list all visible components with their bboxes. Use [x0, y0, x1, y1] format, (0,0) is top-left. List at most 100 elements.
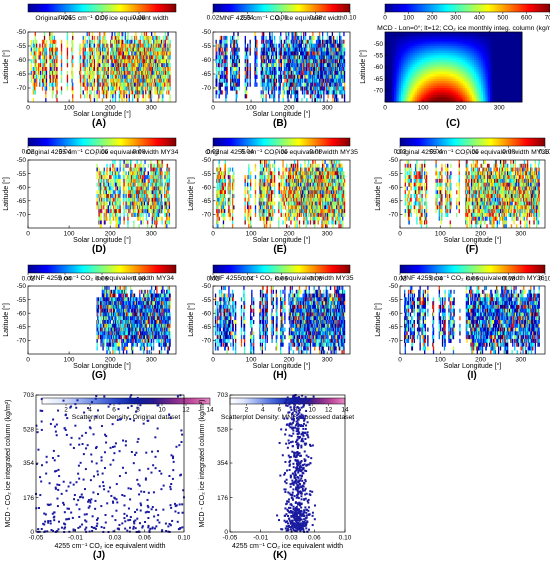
heatmap-cell	[103, 47, 105, 52]
heatmap-cell	[391, 41, 395, 45]
heatmap-cell	[124, 59, 126, 64]
colorbar-tick-B: 0.02	[207, 15, 220, 22]
heatmap-cell	[235, 43, 237, 48]
heatmap-cell	[159, 70, 161, 76]
heatmap-cell	[230, 67, 232, 72]
heatmap-cell	[389, 41, 393, 45]
heatmap-cell	[451, 69, 454, 73]
heatmap-cell	[432, 53, 436, 56]
heatmap-cell	[121, 35, 123, 41]
heatmap-cell	[164, 59, 167, 64]
heatmap-cell	[455, 74, 459, 77]
heatmap-cell	[164, 78, 166, 83]
heatmap-cell	[168, 59, 171, 64]
heatmap-cell	[89, 59, 92, 64]
heatmap-cell	[160, 43, 162, 48]
heatmap-cell	[464, 76, 468, 80]
heatmap-cell	[426, 83, 429, 87]
heatmap-cell	[297, 35, 299, 41]
heatmap-cell	[32, 90, 34, 95]
heatmap-cell	[416, 78, 420, 82]
heatmap-cell	[83, 47, 86, 52]
heatmap-cell	[400, 34, 404, 38]
heatmap-cell	[90, 63, 92, 68]
heatmap-cell	[400, 76, 404, 80]
heatmap-cell	[340, 82, 343, 87]
heatmap-cell	[394, 83, 397, 87]
heatmap-cell	[297, 51, 299, 56]
heatmap-cell	[230, 59, 232, 64]
heatmap-cell	[101, 90, 104, 95]
heatmap-cell	[261, 39, 264, 44]
heatmap-cell	[84, 39, 86, 44]
heatmap-cell	[56, 70, 58, 76]
heatmap-cell	[295, 94, 298, 99]
heatmap-cell	[139, 74, 142, 79]
heatmap-cell	[448, 78, 452, 82]
heatmap-cell	[391, 85, 395, 89]
heatmap-cell	[158, 78, 160, 83]
heatmap-cell	[464, 99, 468, 103]
heatmap-cell	[56, 55, 58, 60]
heatmap-cell	[385, 92, 388, 96]
heatmap-cell	[444, 83, 448, 87]
heatmap-cell	[269, 43, 272, 48]
heatmap-cell	[157, 70, 159, 76]
heatmap-cell	[91, 32, 94, 37]
heatmap-cell	[419, 99, 422, 103]
heatmap-cell	[300, 35, 302, 41]
heatmap-cell	[122, 55, 125, 60]
heatmap-cell	[307, 43, 309, 48]
heatmap-cell	[106, 43, 108, 48]
heatmap-cell	[86, 86, 88, 91]
heatmap-cell	[101, 47, 104, 52]
heatmap-cell	[116, 67, 118, 72]
heatmap-cell	[126, 59, 128, 64]
heatmap-cell	[158, 94, 161, 99]
heatmap-cell	[442, 41, 445, 45]
heatmap-cell	[340, 39, 342, 44]
heatmap-cell	[114, 35, 117, 41]
heatmap-cell	[453, 99, 457, 103]
heatmap-cell	[138, 63, 140, 68]
heatmap-cell	[291, 39, 293, 44]
heatmap-cell	[426, 36, 429, 40]
heatmap-cell	[455, 88, 459, 91]
heatmap-cell	[405, 36, 409, 40]
heatmap-cell	[421, 95, 425, 98]
heatmap-cell	[437, 64, 441, 68]
heatmap-cell	[99, 59, 101, 64]
heatmap-cell	[423, 76, 427, 80]
heatmap-cell	[37, 67, 40, 72]
heatmap-cell	[93, 51, 96, 56]
heatmap-cell	[312, 86, 314, 91]
heatmap-cell	[137, 47, 140, 52]
heatmap-cell	[127, 35, 129, 41]
heatmap-cell	[145, 39, 148, 44]
heatmap-cell	[306, 78, 308, 83]
heatmap-cell	[423, 81, 427, 84]
heatmap-cell	[265, 47, 267, 52]
heatmap-cell	[120, 51, 122, 56]
heatmap-cell	[160, 67, 162, 72]
heatmap-cell	[125, 74, 127, 79]
heatmap-cell	[391, 88, 395, 91]
heatmap-cell	[88, 43, 90, 48]
heatmap-cell	[216, 82, 218, 87]
colorbar-tick-C: 600	[521, 15, 532, 22]
heatmap-cell	[140, 63, 142, 68]
heatmap-cell	[162, 74, 165, 79]
heatmap-cell	[403, 48, 406, 52]
heatmap-cell	[88, 47, 90, 52]
heatmap-cell	[293, 39, 295, 44]
heatmap-cell	[141, 74, 143, 79]
heatmap-cell	[336, 47, 338, 52]
heatmap-cell	[145, 59, 148, 64]
heatmap-cell	[244, 51, 246, 56]
heatmap-cell	[66, 51, 69, 56]
heatmap-cell	[156, 51, 159, 56]
heatmap-cell	[118, 55, 121, 60]
heatmap-cell	[469, 32, 473, 35]
heatmap-cell	[79, 70, 82, 76]
heatmap-cell	[467, 78, 470, 82]
